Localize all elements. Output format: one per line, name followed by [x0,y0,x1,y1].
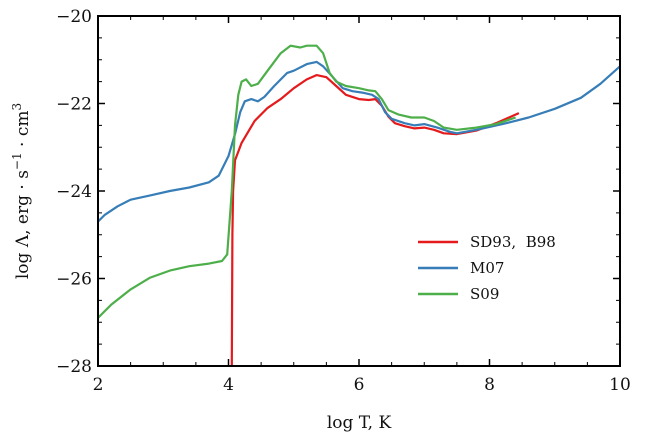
y-axis-label-base: log Λ, erg · s [13,170,33,279]
x-tick-label: 2 [93,375,104,395]
x-tick-label: 8 [484,375,495,395]
y-tick-label: −28 [56,357,92,377]
x-tick-label: 4 [223,375,234,395]
y-tick-label: −26 [56,270,92,290]
y-tick-label: −24 [56,182,92,202]
y-axis-label-sup2: 3 [10,103,24,111]
series-line-0 [230,73,520,366]
y-tick-label: −22 [56,95,92,115]
x-tick-label: 10 [609,375,631,395]
legend-label-m07: M07 [470,259,504,277]
ticks-layer: 2 4 6 8 10 −28 −26 −24 −22 −20 [56,7,631,395]
y-axis-label: log Λ, erg · s−1 · cm3 [10,103,33,279]
y-tick-label: −20 [56,7,92,27]
y-axis-label-sup1: −1 [10,152,24,170]
plot-frame [97,15,621,367]
legend-label-sd93-b98: SD93, B98 [470,233,556,251]
series-line-2 [98,44,516,319]
x-axis-label: log T, K [327,413,392,433]
legend: SD93, B98 M07 S09 [418,233,556,303]
y-axis-label-mid: · cm [13,111,33,153]
series-line-1 [98,60,620,223]
series-layer [98,44,620,366]
legend-label-s09: S09 [470,285,499,303]
x-tick-label: 6 [354,375,365,395]
